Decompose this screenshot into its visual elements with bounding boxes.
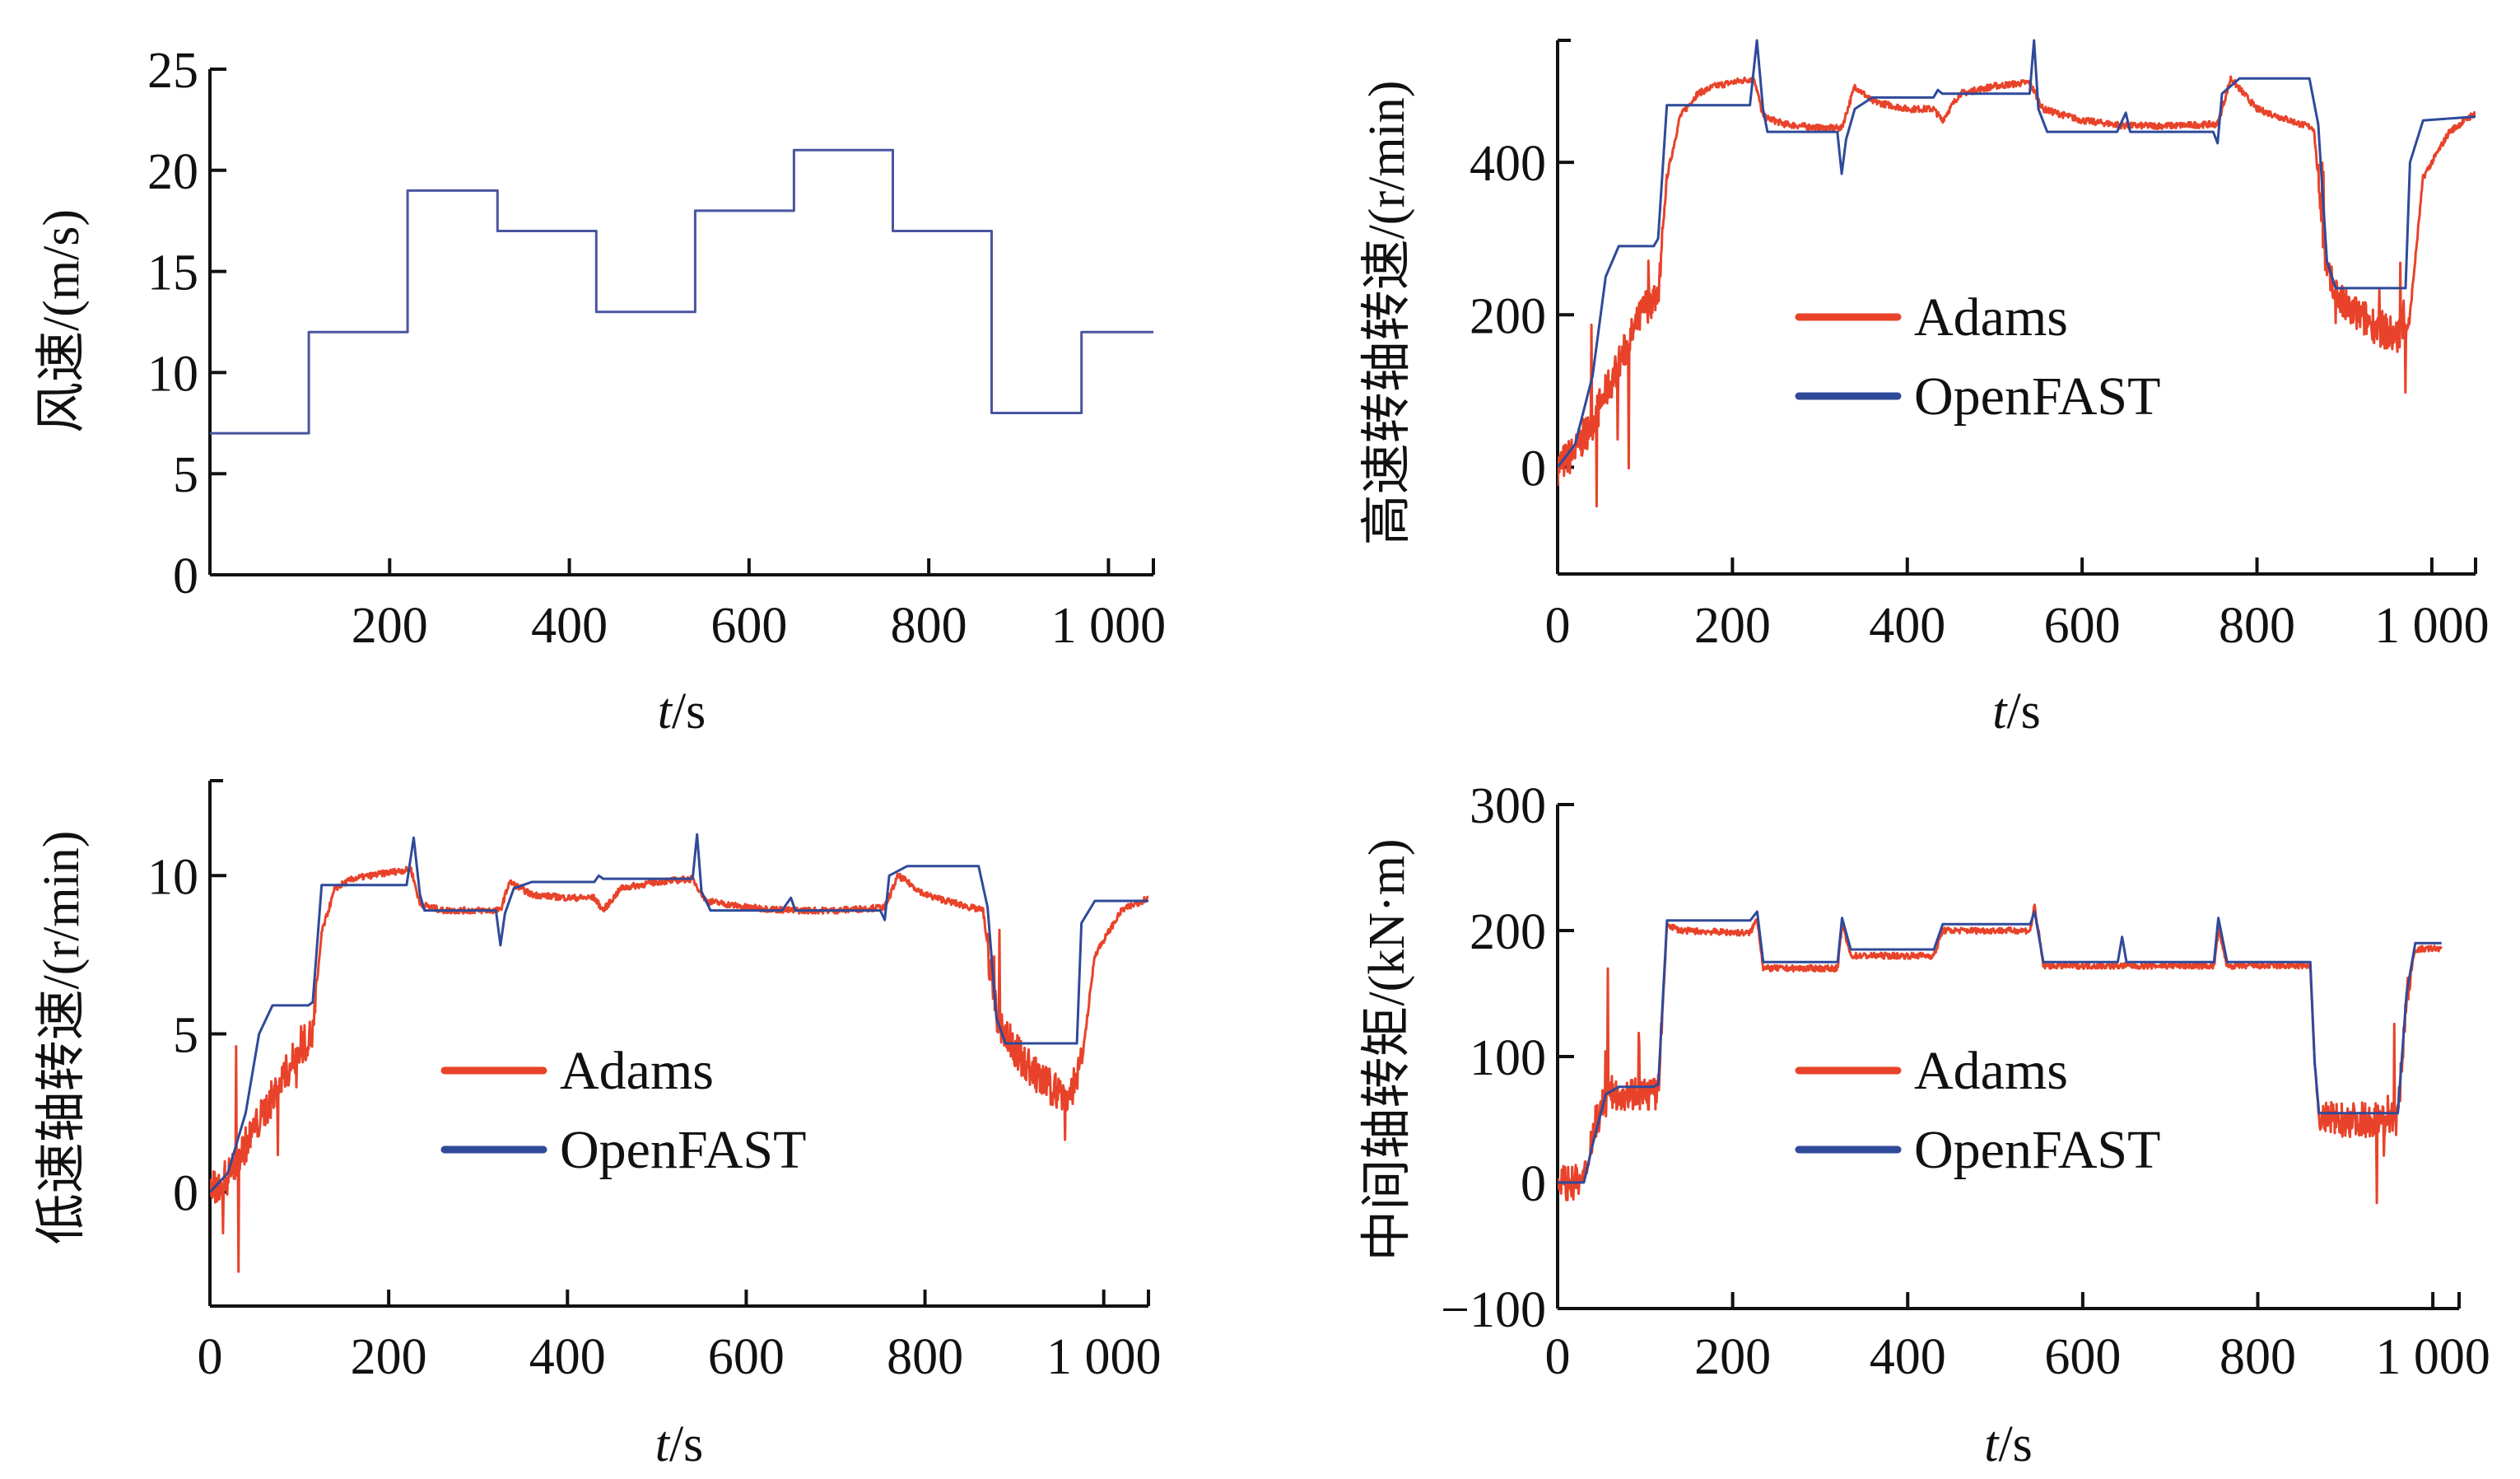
x-tick-label: 600 <box>2044 598 2121 654</box>
y-tick-label: 100 <box>1470 1030 1546 1086</box>
series-line-adams <box>210 865 1148 1273</box>
y-tick-label: 0 <box>173 1166 198 1222</box>
y-tick-label: 5 <box>173 1007 198 1063</box>
y-tick-label: 10 <box>147 849 198 905</box>
x-tick-label: 200 <box>1694 598 1771 654</box>
x-tick-label: 600 <box>710 598 787 654</box>
y-tick-label: 0 <box>173 548 198 604</box>
y-axis-title: 风速/(m/s) <box>34 209 90 433</box>
x-axis-title: t/s <box>1984 1416 2033 1472</box>
y-tick-label: 300 <box>1470 778 1546 834</box>
x-tick-label: 1 000 <box>2374 598 2490 654</box>
x-tick-label: 200 <box>352 598 428 654</box>
x-tick-label: 800 <box>887 1329 963 1385</box>
x-axis-title: t/s <box>658 684 706 740</box>
panel-high-speed-shaft: 0 200 400 600 800 1 000 0 200 400 高速转轴转速/(r/min) t… <box>1359 39 2490 740</box>
y-tick-label: 5 <box>173 447 198 503</box>
x-tick-label: 200 <box>1694 1329 1771 1385</box>
x-axis-title-unit: /s <box>669 1416 703 1472</box>
y-tick-label: 10 <box>147 346 198 402</box>
x-axis-title-unit: /s <box>1998 1416 2032 1472</box>
y-tick-label: 200 <box>1470 288 1546 344</box>
x-tick-label: 1 000 <box>1051 598 1167 654</box>
legend-label-openfast: OpenFAST <box>1914 1120 2160 1180</box>
y-tick-label: 25 <box>147 43 198 99</box>
x-tick-label: 800 <box>891 598 967 654</box>
legend-label-adams: Adams <box>1914 287 2068 348</box>
panel-low-speed-shaft: 0 200 400 600 800 1 000 0 5 10 低速轴转速/(r/min) t/s Ad… <box>34 779 1162 1472</box>
series-line-风速 <box>210 148 1153 435</box>
y-tick-label: 20 <box>147 144 198 200</box>
x-tick-label: 400 <box>1870 1329 1946 1385</box>
x-tick-label: 600 <box>2044 1329 2121 1385</box>
x-tick-label: 1 000 <box>1046 1329 1162 1385</box>
x-axis-title-unit: /s <box>2006 684 2040 740</box>
x-tick-label: 200 <box>351 1329 427 1385</box>
y-tick-label: 15 <box>147 245 198 301</box>
x-tick-label: 1 000 <box>2375 1329 2490 1385</box>
y-tick-label: 200 <box>1470 904 1546 960</box>
x-tick-label: 0 <box>1545 1329 1571 1385</box>
series-line-openfast <box>1558 910 2442 1184</box>
x-tick-label: 400 <box>1869 598 1945 654</box>
x-axis-title-var: t <box>1984 1416 2000 1472</box>
y-tick-label: −100 <box>1441 1282 1546 1338</box>
y-tick-label: 0 <box>1521 1156 1546 1212</box>
y-axis-title: 高速转轴转速/(r/min) <box>1359 81 1415 546</box>
legend-label-adams: Adams <box>1914 1041 2068 1101</box>
x-axis-title-var: t <box>1992 684 2008 740</box>
x-tick-label: 0 <box>198 1329 223 1385</box>
x-tick-label: 800 <box>2220 1329 2296 1385</box>
y-axis-title: 中间轴转矩/(kN·m) <box>1359 838 1415 1261</box>
x-axis-title-unit: /s <box>672 684 706 740</box>
x-axis-title: t/s <box>1992 684 2041 740</box>
series-line-openfast <box>210 833 1148 1193</box>
legend-label-adams: Adams <box>560 1041 714 1101</box>
x-axis-title: t/s <box>655 1416 704 1472</box>
panel-intermediate-shaft-torque: 0 200 400 600 800 1 000−1000100200300中间轴转矩/(k… <box>1359 778 2490 1472</box>
x-tick-label: 400 <box>529 1329 606 1385</box>
y-axis-title: 低速轴转速/(r/min) <box>34 831 90 1245</box>
legend-label-openfast: OpenFAST <box>560 1120 806 1180</box>
series-line-adams <box>1558 903 2443 1205</box>
y-tick-label: 0 <box>1521 441 1546 497</box>
x-tick-label: 800 <box>2219 598 2295 654</box>
x-axis-title-var: t <box>655 1416 671 1472</box>
x-tick-label: 600 <box>708 1329 785 1385</box>
x-tick-label: 0 <box>1545 598 1571 654</box>
series-line-openfast <box>1558 39 2476 469</box>
x-axis-title-var: t <box>658 684 673 740</box>
y-tick-label: 400 <box>1470 136 1546 192</box>
legend-label-openfast: OpenFAST <box>1914 366 2160 427</box>
x-tick-label: 400 <box>531 598 608 654</box>
panel-wind-speed: 200 400 600 800 1 000 0 5 10 15 20 25 风速/(m/s) t/s <box>34 43 1166 740</box>
